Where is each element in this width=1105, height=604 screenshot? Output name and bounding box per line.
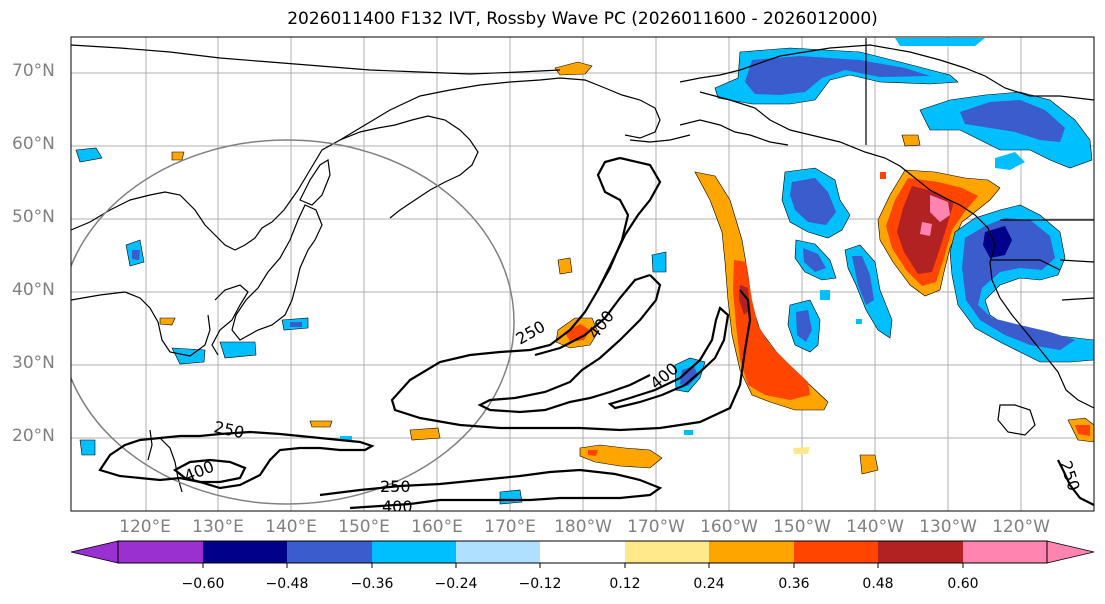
map-title: 2026011400 F132 IVT, Rossby Wave PC (202…	[287, 9, 878, 29]
lon-label: 150°E	[338, 517, 390, 537]
contour-label: 400	[382, 497, 413, 516]
lon-label: 170°E	[484, 517, 536, 537]
pc-contours	[98, 156, 1094, 510]
contour-label: 250	[212, 417, 246, 442]
colorbar-frame	[117, 540, 1048, 564]
colorbar-segment	[287, 541, 372, 563]
contour-label: 250	[513, 317, 549, 349]
colorbar-segment	[456, 541, 540, 563]
ivt-negative-fills	[75, 38, 1094, 505]
colorbar-tick-label: 0.60	[947, 576, 979, 592]
colorbar-segment	[118, 541, 203, 563]
lon-label: 120°E	[119, 517, 171, 537]
colorbar-tick-label: −0.36	[350, 576, 394, 592]
colorbar-tick-label: 0.12	[609, 576, 641, 592]
colorbar-tick-label: −0.60	[181, 576, 225, 592]
colorbar-segment	[203, 541, 287, 563]
colorbar-segment	[709, 541, 794, 563]
lon-label: 140°W	[846, 517, 904, 537]
colorbar	[70, 540, 1095, 568]
lon-label: 130°E	[192, 517, 244, 537]
colorbar-ticks	[202, 563, 964, 568]
colorbar-tick-label: −0.24	[434, 576, 478, 592]
lon-label: 180°W	[554, 517, 612, 537]
colorbar-extend-low	[70, 540, 119, 564]
lat-label: 70°N	[12, 61, 55, 81]
map-area: 250 400 250 400 250 400 400 250	[71, 37, 1094, 516]
colorbar-segment	[540, 541, 625, 563]
coastlines	[71, 38, 1094, 493]
colorbar-tick-label: 0.24	[693, 576, 725, 592]
lon-label: 150°W	[773, 517, 831, 537]
lon-label: 170°W	[627, 517, 685, 537]
colorbar-segment	[625, 541, 709, 563]
lat-label: 50°N	[12, 207, 55, 227]
lat-label: 30°N	[12, 353, 55, 373]
lat-label: 60°N	[12, 134, 55, 154]
contour-label: 250	[380, 477, 411, 496]
lat-label: 40°N	[12, 280, 55, 300]
lon-label: 160°W	[700, 517, 758, 537]
colorbar-segment	[878, 541, 963, 563]
map-frame	[70, 36, 1095, 512]
colorbar-tick-label: 0.36	[778, 576, 810, 592]
contour-label: 250	[1056, 458, 1084, 493]
lon-label: 120°W	[992, 517, 1050, 537]
colorbar-segment	[963, 541, 1047, 563]
colorbar-segment	[372, 541, 456, 563]
colorbar-tick-label: −0.12	[518, 576, 562, 592]
region-circle	[71, 139, 515, 505]
lon-label: 160°E	[411, 517, 463, 537]
colorbar-extend-high	[1046, 540, 1095, 564]
lon-label: 130°W	[919, 517, 977, 537]
colorbar-tick-label: −0.48	[265, 576, 309, 592]
colorbar-tick-label: 0.48	[862, 576, 894, 592]
lat-label: 20°N	[12, 426, 55, 446]
colorbar-segment	[794, 541, 878, 563]
lon-label: 140°E	[265, 517, 317, 537]
